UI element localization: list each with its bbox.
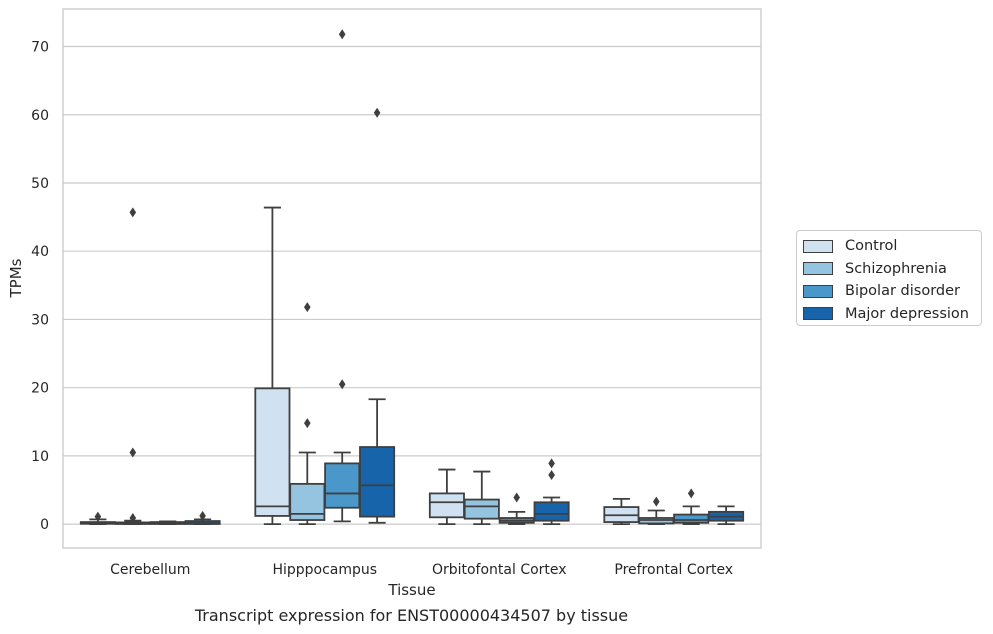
outlier-point [548,458,555,469]
box-control-cerebellum [79,511,116,526]
y-tick-label-40: 40 [31,244,49,260]
box-major-depression-prefrontal-cortex [708,505,745,526]
plot-area-frame [62,8,762,549]
legend-label-schizophrenia: Schizophrenia [845,260,947,277]
y-axis-ticks: 0 10 20 30 40 50 60 70 [31,40,49,534]
legend-item-bipolar-disorder: Bipolar disorder [803,280,981,303]
outlier-point [373,107,381,118]
legend-item-control: Control [803,235,981,258]
box-control-orbitofontal-cortex [428,468,465,526]
box-bipolar-disorder-prefrontal-cortex [673,488,710,526]
y-tick-label-0: 0 [40,517,49,533]
legend-item-schizophrenia: Schizophrenia [803,258,981,281]
box-iqr [324,462,361,509]
box-iqr [673,513,710,524]
outlier-point [129,512,137,523]
box-major-depression-hipppocampus [359,107,396,524]
box-iqr [428,492,465,519]
legend-swatch-bipolar-disorder [803,284,833,298]
legend-label-bipolar-disorder: Bipolar disorder [845,283,960,300]
box-schizophrenia-prefrontal-cortex [638,496,675,526]
y-tick-label-60: 60 [31,108,49,124]
legend-swatch-control [803,239,833,253]
x-axis-ticks: Cerebellum Hipppocampus Orbitofontal Corte… [110,562,733,578]
y-tick-label-10: 10 [31,449,49,465]
box-major-depression-cerebellum [184,510,221,526]
x-axis-label: Tissue [387,581,435,599]
legend-swatch-major-depression [803,307,833,321]
outlier-point [513,492,520,503]
box-control-prefrontal-cortex [603,497,640,526]
gridlines [63,45,761,525]
y-tick-label-20: 20 [31,381,49,397]
x-tick-label-orbitofontal-cortex: Orbitofontal Cortex [432,562,567,578]
box-iqr [359,446,396,518]
outlier-point [338,379,346,390]
chart-title: Transcript expression for ENST0000043450… [194,606,629,625]
box-bipolar-disorder-hipppocampus [324,29,361,523]
y-tick-label-50: 50 [31,176,49,192]
legend-label-major-depression: Major depression [845,305,969,322]
y-axis-label: TPMs [7,258,25,298]
box-schizophrenia-cerebellum [114,207,151,526]
outlier-point [129,447,137,458]
box-control-hipppocampus [254,206,291,526]
outlier-point [304,418,311,429]
legend-label-control: Control [845,238,898,255]
box-schizophrenia-hipppocampus [289,302,326,526]
box-iqr [463,498,500,520]
outlier-point [548,469,555,480]
box-iqr [533,501,570,522]
outlier-point [653,496,660,507]
y-tick-label-30: 30 [31,312,49,328]
boxes [79,29,745,526]
outlier-point [129,207,137,218]
box-iqr [254,387,291,517]
box-schizophrenia-orbitofontal-cortex [463,470,500,526]
legend-swatch-schizophrenia [803,262,833,276]
legend: Control Schizophrenia Bipolar disorder M… [796,230,982,326]
y-tick-label-70: 70 [31,40,49,56]
x-tick-label-prefrontal-cortex: Prefrontal Cortex [614,562,733,578]
outlier-point [687,488,695,499]
outlier-point [338,29,346,40]
box-bipolar-disorder-orbitofontal-cortex [498,492,535,526]
box-major-depression-orbitofontal-cortex [533,458,570,526]
x-tick-label-cerebellum: Cerebellum [110,562,190,578]
outlier-point [199,510,206,521]
outlier-point [304,302,311,313]
legend-item-major-depression: Major depression [803,303,981,326]
box-bipolar-disorder-cerebellum [149,520,186,526]
x-tick-label-hipppocampus: Hipppocampus [272,562,377,578]
outlier-point [94,511,102,522]
